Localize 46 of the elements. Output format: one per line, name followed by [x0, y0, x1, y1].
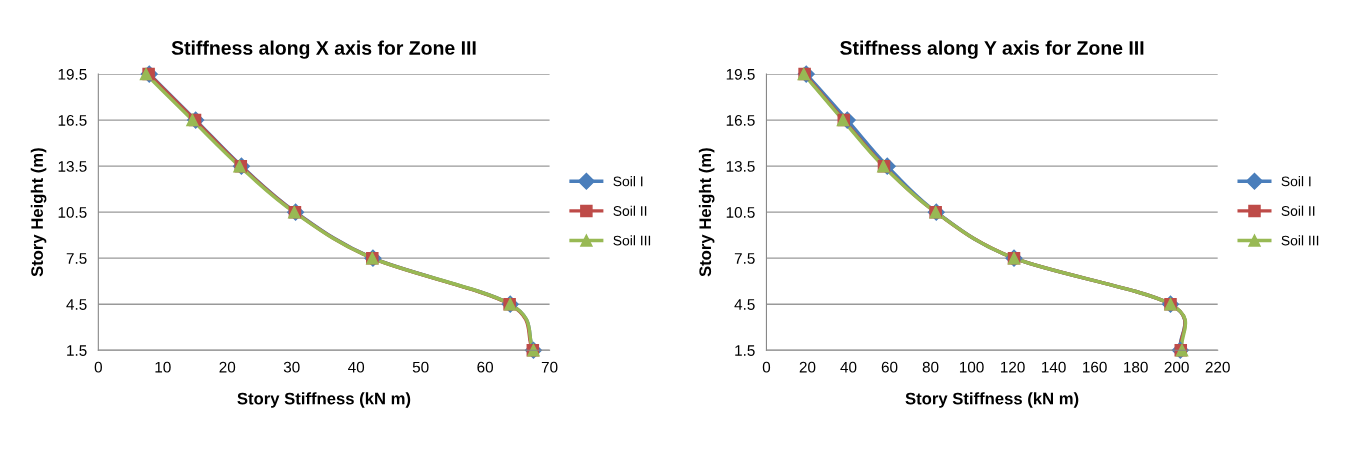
x-tick-label: 20 — [799, 361, 816, 373]
legend-label: Soil I — [1281, 176, 1311, 187]
y-tick-label: 13.5 — [58, 161, 87, 172]
y-tick-label: 16.5 — [58, 114, 87, 126]
y-tick-label: 1.5 — [67, 345, 87, 356]
legend-label: Soil II — [613, 205, 647, 216]
y-tick-label: 4.5 — [66, 299, 87, 310]
x-tick-label: 70 — [541, 361, 558, 373]
x-tick-label: 10 — [155, 361, 171, 373]
x-tick-label: 100 — [959, 361, 984, 373]
x-axis-title: Story Stiffness (kN m) — [237, 392, 411, 408]
x-tick-label: 220 — [1205, 361, 1230, 373]
legend-label: Soil III — [613, 235, 651, 246]
y-tick-label: 13.5 — [726, 161, 755, 172]
y-tick-label: 1.5 — [735, 345, 755, 356]
x-tick-label: 60 — [881, 361, 898, 373]
x-tick-label: 60 — [477, 361, 494, 373]
chart-title: Stiffness along X axis for Zone III — [171, 40, 476, 59]
y-tick-label: 19.5 — [726, 68, 755, 80]
x-tick-label: 40 — [348, 361, 365, 373]
y-tick-label: 4.5 — [734, 299, 755, 310]
y-tick-label: 10.5 — [58, 207, 87, 218]
x-tick-label: 30 — [283, 361, 300, 373]
y-tick-label: 10.5 — [726, 207, 755, 218]
y-tick-label: 7.5 — [66, 253, 87, 264]
x-tick-label: 200 — [1164, 361, 1189, 373]
chart-title: Stiffness along Y axis for Zone III — [840, 40, 1144, 59]
x-tick-label: 20 — [219, 361, 236, 373]
x-axis-title: Story Stiffness (kN m) — [905, 392, 1079, 408]
x-tick-label: 80 — [922, 361, 939, 373]
x-tick-label: 180 — [1124, 361, 1148, 373]
x-tick-label: 50 — [412, 361, 429, 373]
y-tick-label: 16.5 — [726, 114, 755, 126]
x-tick-label: 120 — [1001, 361, 1025, 373]
y-axis-title: Story Height (m) — [698, 148, 715, 277]
y-tick-label: 19.5 — [58, 68, 87, 80]
legend-label: Soil III — [1281, 235, 1319, 246]
x-tick-label: 0 — [762, 361, 771, 373]
legend-label: Soil I — [613, 176, 643, 187]
x-tick-label: 40 — [840, 361, 857, 373]
legend-label: Soil II — [1281, 205, 1315, 216]
y-tick-label: 7.5 — [734, 253, 755, 264]
x-tick-label: 160 — [1083, 361, 1107, 373]
x-tick-label: 0 — [94, 361, 102, 373]
x-tick-label: 140 — [1042, 361, 1066, 373]
y-axis-title: Story Height (m) — [30, 148, 47, 277]
